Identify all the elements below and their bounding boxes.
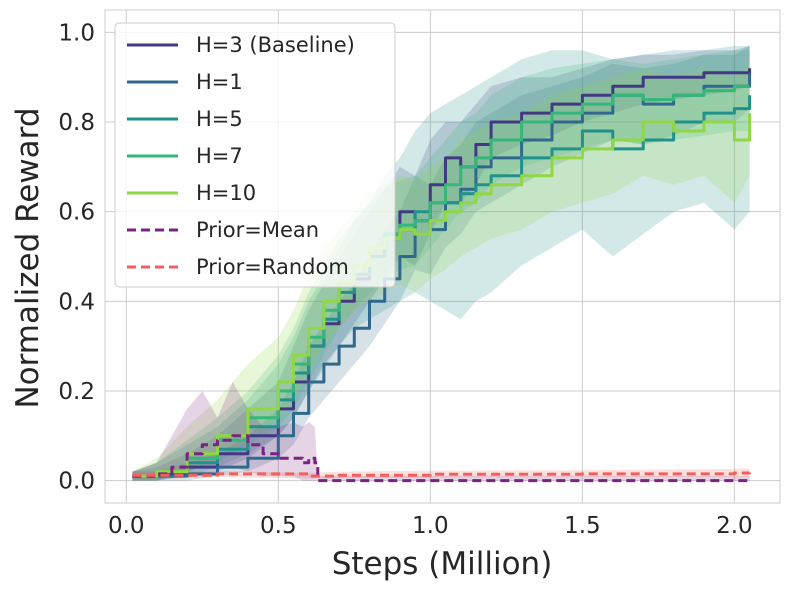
- legend-label: H=5: [196, 107, 243, 131]
- legend-label: Prior=Mean: [196, 218, 319, 242]
- confidence-band-3: [132, 50, 750, 481]
- series-lines: [132, 68, 752, 483]
- y-tick-label: 0.2: [58, 379, 95, 405]
- series-line-4: [132, 113, 752, 478]
- legend-label: H=3 (Baseline): [196, 33, 355, 57]
- x-tick-label: 0.0: [108, 513, 145, 539]
- legend-box: [114, 22, 396, 288]
- y-tick-label: 0.4: [58, 289, 95, 315]
- y-tick-label: 0.0: [58, 469, 95, 495]
- x-tick-label: 1.0: [412, 513, 449, 539]
- confidence-band-4: [132, 63, 750, 481]
- x-tick-label: 0.5: [260, 513, 297, 539]
- y-tick-label: 0.6: [58, 200, 95, 226]
- confidence-band-5: [132, 382, 750, 481]
- y-axis-label: Normalized Reward: [10, 107, 46, 408]
- legend-label: H=7: [196, 144, 243, 168]
- series-line-6: [132, 471, 752, 478]
- confidence-bands: [132, 45, 750, 481]
- tick-labels: 0.0 0.5 1.0 1.5 2.0 0.0 0.2 0.4 0.6 0.8 1.0: [58, 20, 752, 539]
- legend: H=3 (Baseline) H=1 H=5 H=7 H=10 Prior=Mean Pri…: [114, 22, 396, 288]
- confidence-band-0: [132, 45, 750, 481]
- legend-label: Prior=Random: [196, 255, 349, 279]
- x-axis-label: Steps (Million): [332, 546, 553, 582]
- confidence-band-2: [132, 45, 750, 481]
- y-tick-label: 0.8: [58, 110, 95, 136]
- series-line-5: [132, 434, 750, 483]
- legend-label: H=10: [196, 181, 256, 205]
- x-tick-label: 1.5: [564, 513, 601, 539]
- confidence-band-1: [132, 45, 750, 481]
- series-line-3: [132, 84, 750, 478]
- legend-label: H=1: [196, 70, 243, 94]
- x-tick-label: 2.0: [716, 513, 753, 539]
- y-tick-label: 1.0: [58, 20, 95, 46]
